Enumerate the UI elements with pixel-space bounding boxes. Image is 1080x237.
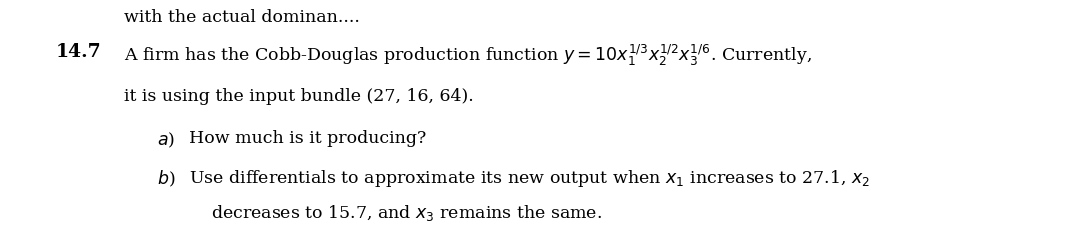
Text: $a$): $a$) bbox=[157, 130, 175, 150]
Text: A firm has the Cobb-Douglas production function $y = 10x_1^{1/3}x_2^{1/2}x_3^{1/: A firm has the Cobb-Douglas production f… bbox=[124, 43, 812, 68]
Text: How much is it producing?: How much is it producing? bbox=[189, 130, 427, 147]
Text: Use differentials to approximate its new output when $x_1$ increases to 27.1, $x: Use differentials to approximate its new… bbox=[189, 168, 870, 189]
Text: with the actual dominan....: with the actual dominan.... bbox=[124, 9, 360, 27]
Text: it is using the input bundle (27, 16, 64).: it is using the input bundle (27, 16, 64… bbox=[124, 88, 474, 105]
Text: decreases to 15.7, and $x_3$ remains the same.: decreases to 15.7, and $x_3$ remains the… bbox=[211, 203, 602, 223]
Text: $b$): $b$) bbox=[157, 168, 175, 188]
Text: 14.7: 14.7 bbox=[56, 43, 102, 61]
